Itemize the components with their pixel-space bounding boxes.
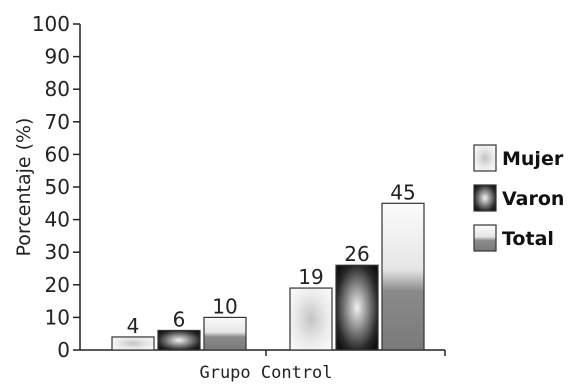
value-label-mujer-0: 4 <box>127 314 140 338</box>
y-tick-label: 80 <box>45 77 70 101</box>
value-label-varon-1: 26 <box>344 242 369 266</box>
bar-varon-0 <box>157 329 201 351</box>
legend-swatch-varon <box>473 184 497 212</box>
bar-varon-1 <box>335 264 379 351</box>
legend-swatch-total <box>473 224 497 252</box>
value-label-varon-0: 6 <box>173 307 186 331</box>
value-label-mujer-1: 19 <box>298 265 323 289</box>
y-tick-label: 90 <box>45 45 70 69</box>
y-tick-label: 0 <box>57 338 70 362</box>
y-tick-label: 60 <box>45 142 70 166</box>
y-tick-label: 70 <box>45 110 70 134</box>
y-tick-label: 50 <box>45 175 70 199</box>
value-label-total-1: 45 <box>390 180 415 204</box>
legend-label-total: Total <box>502 228 554 250</box>
bars <box>111 202 425 351</box>
bar-total-0 <box>203 316 247 351</box>
value-label-total-0: 10 <box>212 294 237 318</box>
bar-mujer-0 <box>111 336 155 351</box>
y-ticks: 0 10 20 30 40 50 60 70 80 90 100 <box>32 12 80 362</box>
x-axis <box>80 349 446 356</box>
y-tick-label: 30 <box>45 240 70 264</box>
legend-swatch-mujer <box>473 144 497 172</box>
bar-total-1 <box>381 202 425 351</box>
bar-mujer-1 <box>289 287 333 351</box>
value-labels: 4 6 10 19 26 45 <box>127 180 416 338</box>
legend-label-mujer: Mujer <box>502 148 564 170</box>
y-tick-label: 100 <box>32 12 70 36</box>
y-tick-label: 40 <box>45 208 70 232</box>
y-tick-label: 20 <box>45 273 70 297</box>
category-label-grupo-control: Grupo Control <box>199 363 332 383</box>
y-tick-label: 10 <box>45 305 70 329</box>
legend-label-varon: Varon <box>502 188 564 210</box>
legend: Mujer Varon Total <box>473 144 564 252</box>
y-axis-title: Porcentaje (%) <box>13 118 35 257</box>
